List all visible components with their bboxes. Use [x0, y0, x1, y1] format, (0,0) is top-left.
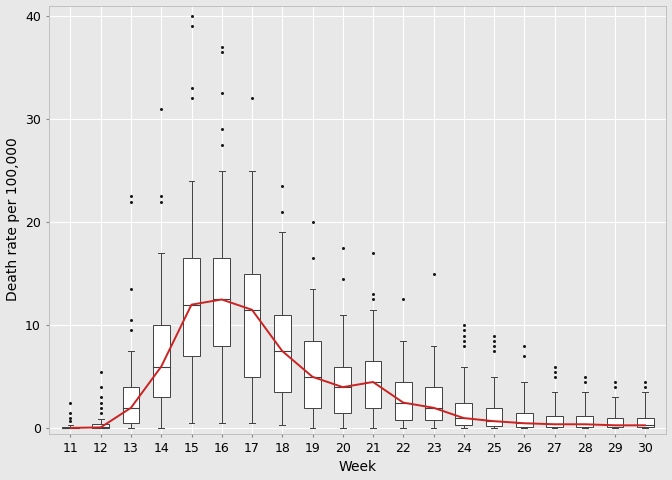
X-axis label: Week: Week [339, 460, 377, 474]
Bar [607, 418, 624, 427]
Bar [123, 387, 139, 423]
Bar [546, 416, 563, 427]
Bar [153, 325, 169, 397]
Bar [637, 418, 654, 427]
Bar [456, 403, 472, 425]
Y-axis label: Death rate per 100,000: Death rate per 100,000 [5, 138, 19, 301]
Bar [577, 416, 593, 427]
Bar [304, 341, 321, 408]
Bar [516, 413, 533, 427]
Bar [274, 315, 290, 392]
Bar [214, 258, 230, 346]
Bar [395, 382, 411, 420]
Bar [62, 427, 79, 428]
Bar [335, 367, 351, 413]
Bar [425, 387, 442, 420]
Bar [486, 408, 503, 426]
Bar [93, 424, 109, 428]
Bar [365, 361, 381, 408]
Bar [244, 274, 260, 377]
Bar [183, 258, 200, 356]
